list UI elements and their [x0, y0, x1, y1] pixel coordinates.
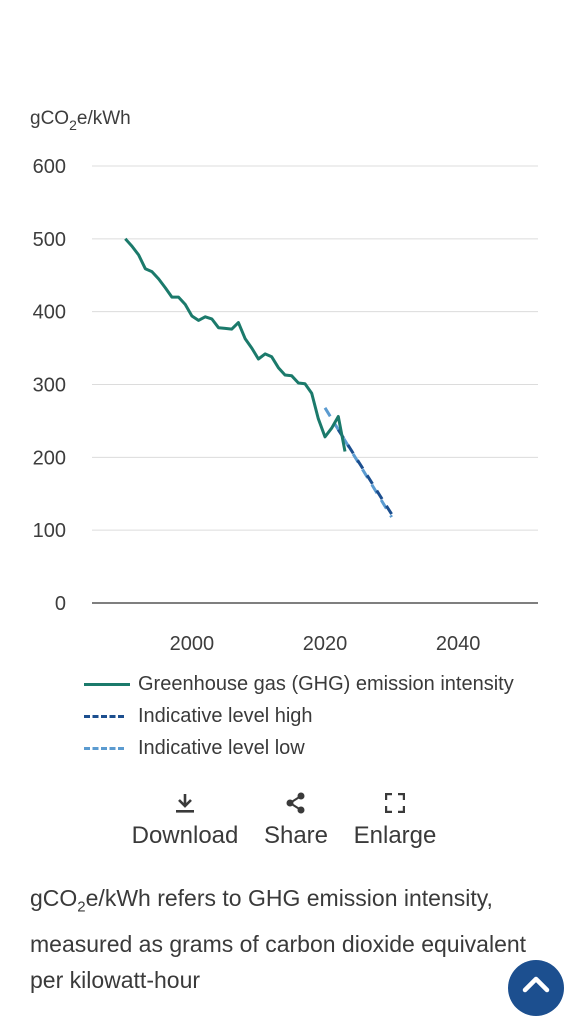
legend-swatch-low: [84, 746, 124, 750]
legend-label-high: Indicative level high: [138, 704, 313, 727]
download-label: Download: [131, 822, 239, 849]
enlarge-button[interactable]: Enlarge: [352, 790, 438, 850]
x-tick-label: 2000: [170, 633, 215, 655]
download-button[interactable]: Download: [131, 790, 239, 850]
chevron-up-icon: [521, 974, 551, 1016]
y-tick-label: 500: [33, 229, 66, 251]
legend-item-low: Indicative level low: [84, 732, 514, 764]
legend-label-low: Indicative level low: [138, 736, 305, 759]
x-tick-label: 2040: [436, 633, 481, 655]
legend-item-ghg: Greenhouse gas (GHG) emission intensity: [84, 668, 514, 700]
download-icon: [175, 790, 195, 816]
share-icon: [285, 790, 307, 816]
chart: gCO2e/kWh 0 100 200 300 400 500 600 2000 2020 20…: [30, 108, 538, 655]
legend-swatch-high: [84, 714, 124, 718]
y-tick-label: 600: [33, 156, 66, 178]
y-tick-label: 0: [55, 593, 66, 615]
y-tick-label: 300: [33, 375, 66, 397]
y-axis-label: gCO2e/kWh: [30, 108, 131, 133]
scroll-to-top-button[interactable]: [508, 960, 564, 1016]
legend-item-high: Indicative level high: [84, 700, 514, 732]
y-tick-label: 200: [33, 447, 66, 469]
share-label: Share: [263, 822, 329, 849]
chart-actions: Download Share Enlarge: [0, 790, 568, 860]
y-tick-label: 100: [33, 520, 66, 542]
units-note: gCO2e/kWh refers to GHG emission intensi…: [30, 885, 527, 993]
series-line-0: [124, 237, 347, 452]
share-button[interactable]: Share: [262, 790, 330, 850]
legend-label-ghg: Greenhouse gas (GHG) emission intensity: [138, 672, 514, 695]
enlarge-label: Enlarge: [353, 822, 437, 849]
legend: Greenhouse gas (GHG) emission intensity …: [84, 668, 514, 764]
x-tick-label: 2020: [303, 633, 348, 655]
enlarge-icon: [385, 790, 405, 816]
y-tick-label: 400: [33, 302, 66, 324]
legend-swatch-ghg: [84, 682, 130, 686]
